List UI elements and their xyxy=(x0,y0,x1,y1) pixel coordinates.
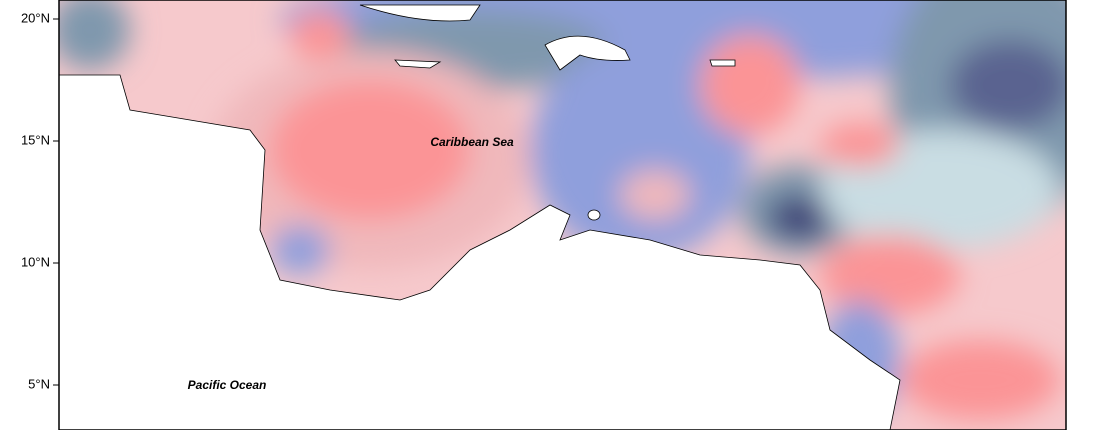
sea-label: Caribbean Sea xyxy=(430,135,514,149)
island xyxy=(709,59,736,67)
map-frame xyxy=(58,0,1067,430)
island xyxy=(359,4,481,22)
sea-label: Pacific Ocean xyxy=(188,378,267,392)
contour-field xyxy=(59,0,1066,430)
island xyxy=(394,59,442,69)
land xyxy=(58,74,901,430)
island xyxy=(544,35,631,71)
lat-axis: 20°N 15°N 10°N 5°N xyxy=(21,10,59,391)
y-tick-label: 15°N xyxy=(21,132,50,147)
y-tick-label: 20°N xyxy=(21,10,50,25)
island xyxy=(587,209,601,221)
islands xyxy=(359,4,736,221)
y-tick-label: 10°N xyxy=(21,254,50,269)
y-tick-label: 5°N xyxy=(28,376,50,391)
